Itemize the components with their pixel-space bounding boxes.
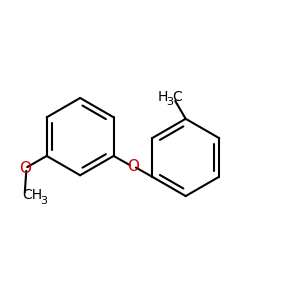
Text: 3: 3 [167,97,173,107]
Text: O: O [127,159,139,174]
Text: 3: 3 [40,196,48,206]
Text: H: H [157,89,168,103]
Text: C: C [172,89,182,103]
Text: O: O [19,161,31,176]
Text: CH: CH [22,188,42,202]
